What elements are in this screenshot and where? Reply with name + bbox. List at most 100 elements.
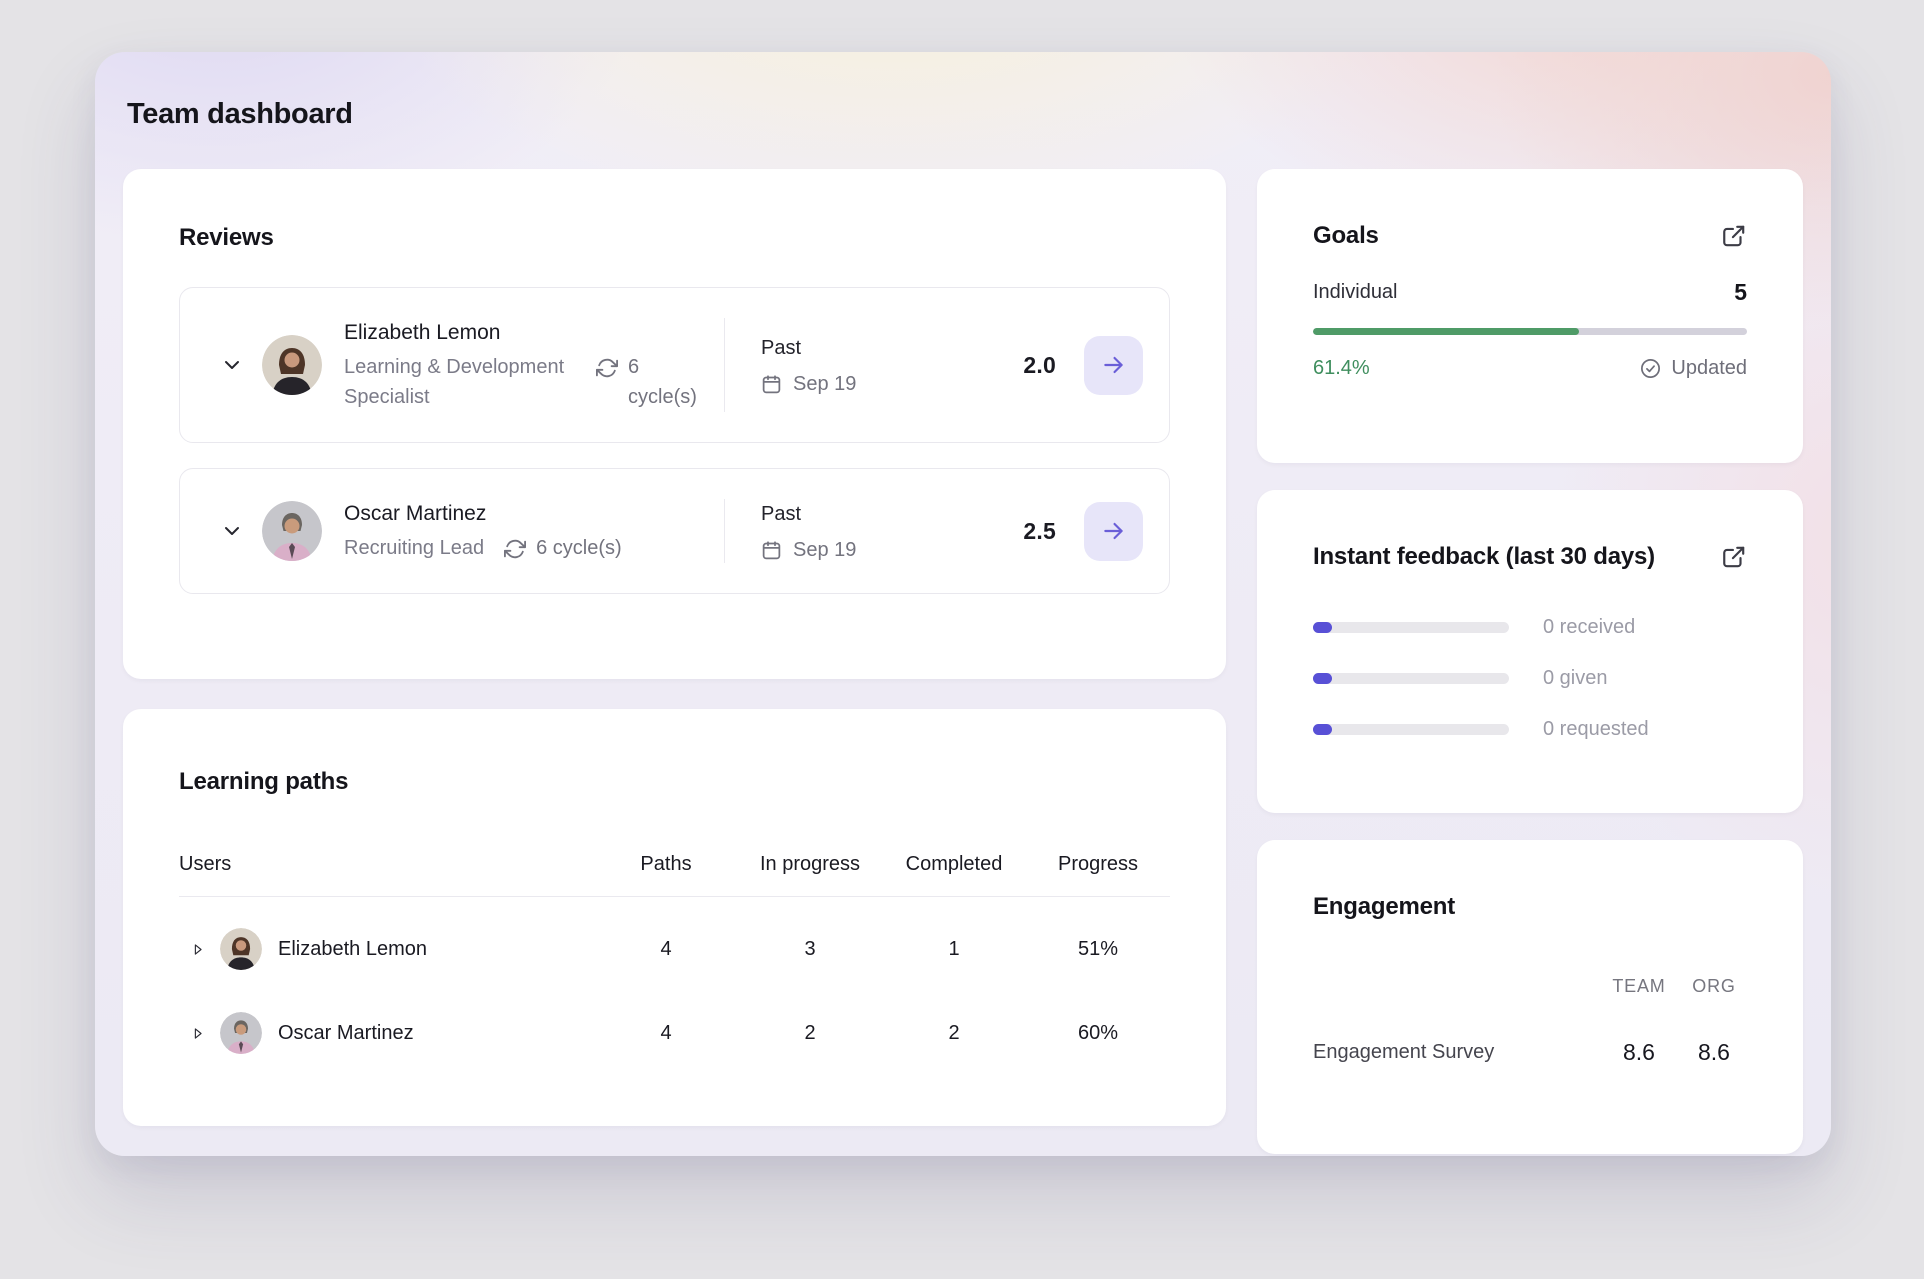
chevron-down-icon <box>225 527 239 535</box>
engagement-team-value: 8.6 <box>1623 1039 1655 1065</box>
chevron-down-icon <box>225 361 239 369</box>
period-label: Past <box>761 502 802 525</box>
instant-feedback-card: Instant feedback (last 30 days) 0 receiv… <box>1257 490 1803 813</box>
review-cycles: 6 cycle(s) <box>596 352 697 412</box>
column-header-users: Users <box>179 853 232 875</box>
learning-table-header: Users Paths In progress Completed Progre… <box>179 853 1170 897</box>
in-progress-value: 3 <box>804 937 816 960</box>
calendar-icon <box>762 374 781 393</box>
table-row: Oscar Martinez 4 2 2 60% <box>179 1001 1170 1065</box>
person-info: Elizabeth Lemon Learning & Development S… <box>344 318 724 412</box>
progress-value: 51% <box>1077 937 1119 960</box>
learning-paths-heading: Learning paths <box>179 768 349 795</box>
engagement-row: Engagement Survey 8.6 8.6 <box>1313 1039 1747 1066</box>
avatar <box>262 501 322 561</box>
goal-percent: 61.4% <box>1313 357 1370 379</box>
feedback-bar <box>1313 724 1509 735</box>
review-date: Sep 19 <box>793 538 857 561</box>
person-name: Oscar Martinez <box>344 502 487 525</box>
arrow-right-icon <box>1103 356 1123 374</box>
arrow-right-icon <box>1103 522 1123 540</box>
person-role: Learning & Development Specialist <box>344 356 565 408</box>
feedback-bar <box>1313 673 1509 684</box>
goal-status: Updated <box>1639 357 1747 380</box>
goals-card: Goals Individual 5 61.4% Updated <box>1257 169 1803 463</box>
user-name: Elizabeth Lemon <box>278 937 427 960</box>
avatar <box>220 928 262 970</box>
review-cycles: 6 cycle(s) <box>504 533 622 563</box>
engagement-org-value: 8.6 <box>1698 1039 1730 1065</box>
engagement-column-team: TEAM <box>1612 976 1666 996</box>
feedback-bar <box>1313 622 1509 633</box>
user-name: Oscar Martinez <box>278 1021 414 1044</box>
goals-heading: Goals <box>1313 222 1379 249</box>
goal-status-label: Updated <box>1671 357 1747 379</box>
reviews-card: Reviews Elizabeth Lemon Learning & Devel… <box>123 169 1226 679</box>
column-header-in-progress: In progress <box>759 853 861 875</box>
feedback-stat-row: 0 given <box>1313 667 1747 690</box>
in-progress-value: 2 <box>804 1021 816 1044</box>
caret-right-icon <box>194 943 202 955</box>
person-name: Elizabeth Lemon <box>344 321 501 344</box>
feedback-bar-fill <box>1313 622 1332 633</box>
divider <box>724 499 725 563</box>
divider <box>724 318 725 412</box>
expand-review-button[interactable] <box>218 517 246 545</box>
review-period: Past Sep 19 <box>761 501 991 562</box>
cycles-icon <box>504 539 527 559</box>
review-row: Elizabeth Lemon Learning & Development S… <box>179 287 1170 443</box>
period-label: Past <box>761 336 802 359</box>
learning-paths-card: Learning paths Users Paths In progress C… <box>123 709 1226 1126</box>
paths-value: 4 <box>660 937 672 960</box>
table-row: Elizabeth Lemon 4 3 1 51% <box>179 917 1170 981</box>
page-title: Team dashboard <box>127 98 353 130</box>
feedback-bar-fill <box>1313 673 1332 684</box>
avatar <box>262 335 322 395</box>
goal-count: 5 <box>1734 279 1747 305</box>
caret-right-icon <box>194 1027 202 1039</box>
external-link-icon <box>1723 546 1745 568</box>
engagement-card: Engagement TEAM ORG Engagement Survey 8.… <box>1257 840 1803 1154</box>
goal-progress-fill <box>1313 328 1580 335</box>
engagement-column-org: ORG <box>1692 976 1736 996</box>
expand-row-button[interactable] <box>189 941 206 958</box>
person-role: Recruiting Lead <box>344 537 485 559</box>
open-review-button[interactable] <box>1084 335 1143 395</box>
review-score: 2.0 <box>1023 351 1056 378</box>
instant-feedback-heading: Instant feedback (last 30 days) <box>1313 543 1655 570</box>
feedback-label: 0 requested <box>1543 718 1649 740</box>
column-header-completed: Completed <box>905 853 1003 875</box>
check-circle-icon <box>1641 359 1661 378</box>
paths-value: 4 <box>660 1021 672 1044</box>
completed-value: 2 <box>948 1021 960 1044</box>
dashboard-container: Team dashboard Reviews Elizabeth Lemon <box>95 52 1831 1156</box>
review-period: Past Sep 19 <box>761 335 991 396</box>
feedback-stat-row: 0 received <box>1313 616 1747 639</box>
avatar <box>220 1012 262 1054</box>
column-header-paths: Paths <box>640 853 692 875</box>
feedback-label: 0 given <box>1543 667 1608 689</box>
goals-external-link-button[interactable] <box>1721 223 1747 249</box>
feedback-stat-row: 0 requested <box>1313 718 1747 741</box>
cycles-icon <box>596 358 618 378</box>
column-header-progress: Progress <box>1057 853 1139 875</box>
expand-review-button[interactable] <box>218 351 246 379</box>
progress-value: 60% <box>1077 1021 1119 1044</box>
goal-category-label: Individual <box>1313 281 1398 303</box>
calendar-icon <box>762 540 781 559</box>
review-date: Sep 19 <box>793 372 857 395</box>
review-score: 2.5 <box>1023 517 1056 544</box>
person-info: Oscar Martinez Recruiting Lead 6 cycle(s… <box>344 499 724 563</box>
open-review-button[interactable] <box>1084 501 1143 561</box>
expand-row-button[interactable] <box>189 1025 206 1042</box>
external-link-icon <box>1723 225 1745 247</box>
goal-progress-bar <box>1313 328 1747 335</box>
feedback-label: 0 received <box>1543 616 1636 638</box>
review-row: Oscar Martinez Recruiting Lead 6 cycle(s… <box>179 468 1170 594</box>
completed-value: 1 <box>948 937 960 960</box>
feedback-bar-fill <box>1313 724 1332 735</box>
feedback-external-link-button[interactable] <box>1721 544 1747 570</box>
engagement-row-label: Engagement Survey <box>1313 1041 1495 1063</box>
engagement-heading: Engagement <box>1313 893 1456 920</box>
